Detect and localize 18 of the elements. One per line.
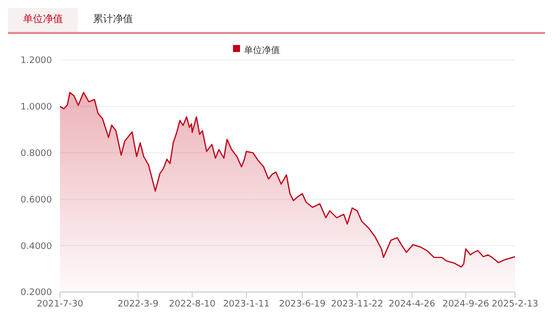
y-tick-label: 0.2000 — [20, 288, 52, 298]
x-tick-label: 2023-6-19 — [278, 299, 326, 310]
x-tick-label: 2025-2-13 — [492, 299, 538, 310]
y-tick-label: 0.6000 — [20, 195, 52, 206]
legend-label: 单位净值 — [244, 46, 280, 56]
y-tick-label: 1.2000 — [20, 56, 52, 66]
y-tick-label: 0.4000 — [20, 242, 52, 252]
x-tick-label: 2022-3-9 — [118, 299, 159, 310]
x-tick-label: 2021-7-30 — [36, 299, 84, 310]
x-tick-label: 2023-11-22 — [330, 299, 384, 310]
y-tick-label: 1.0000 — [20, 102, 52, 113]
text: 累计净值 — [92, 12, 134, 27]
text: 单位净值 — [8, 8, 78, 32]
x-tick-label: 2024-9-26 — [442, 299, 490, 310]
y-tick-label: 0.8000 — [20, 148, 52, 159]
x-tick-label: 2024-4-26 — [388, 299, 436, 310]
x-tick-label: 2023-1-11 — [223, 299, 270, 310]
x-tick-label: 2022-8-10 — [168, 299, 216, 310]
